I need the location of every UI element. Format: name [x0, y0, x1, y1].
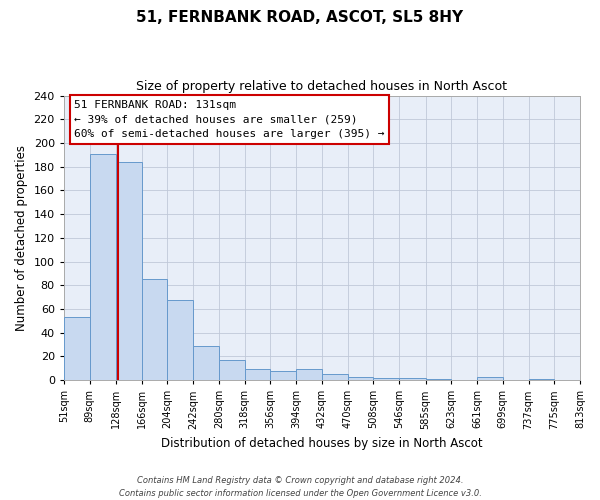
Text: 51 FERNBANK ROAD: 131sqm
← 39% of detached houses are smaller (259)
60% of semi-: 51 FERNBANK ROAD: 131sqm ← 39% of detach…: [74, 100, 385, 140]
Bar: [271, 370, 296, 380]
X-axis label: Distribution of detached houses by size in North Ascot: Distribution of detached houses by size …: [161, 437, 483, 450]
Text: Contains HM Land Registry data © Crown copyright and database right 2024.
Contai: Contains HM Land Registry data © Crown c…: [119, 476, 481, 498]
Bar: [529, 379, 554, 380]
Bar: [322, 374, 347, 380]
Bar: [219, 360, 245, 380]
Bar: [580, 379, 600, 380]
Bar: [245, 370, 271, 380]
Bar: [296, 370, 322, 380]
Title: Size of property relative to detached houses in North Ascot: Size of property relative to detached ho…: [136, 80, 508, 93]
Bar: [373, 378, 399, 380]
Bar: [347, 376, 373, 380]
Text: 51, FERNBANK ROAD, ASCOT, SL5 8HY: 51, FERNBANK ROAD, ASCOT, SL5 8HY: [136, 10, 464, 25]
Bar: [64, 318, 89, 380]
Bar: [142, 280, 167, 380]
Y-axis label: Number of detached properties: Number of detached properties: [15, 145, 28, 331]
Bar: [399, 378, 425, 380]
Bar: [89, 154, 116, 380]
Bar: [116, 162, 142, 380]
Bar: [167, 300, 193, 380]
Bar: [193, 346, 219, 380]
Bar: [477, 376, 503, 380]
Bar: [425, 379, 451, 380]
